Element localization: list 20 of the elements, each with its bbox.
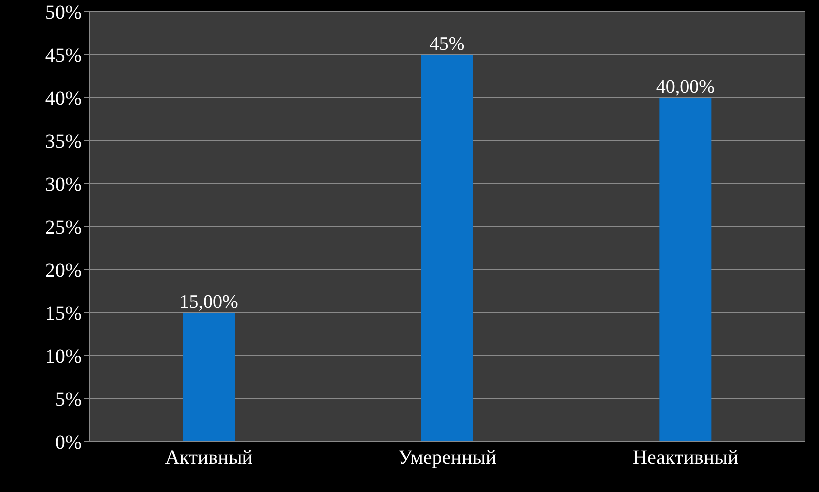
y-tick-label: 0% — [55, 432, 82, 454]
x-tick-label: Неактивный — [633, 447, 739, 470]
x-tick-label: Умеренный — [398, 447, 497, 470]
y-tick-label: 20% — [45, 260, 82, 282]
data-label: 40,00% — [656, 77, 716, 98]
y-tick-label: 40% — [45, 88, 82, 110]
y-tick-label: 30% — [45, 174, 82, 196]
y-tick-label: 10% — [45, 346, 82, 368]
bar — [421, 55, 474, 442]
bar — [183, 313, 235, 442]
y-tick-label: 35% — [45, 131, 82, 154]
y-tick-label: 25% — [45, 217, 82, 240]
y-tick-label: 45% — [45, 45, 82, 68]
y-tick-label: 15% — [45, 303, 82, 326]
y-tick-label: 5% — [55, 389, 82, 412]
x-tick-label: Активный — [165, 447, 254, 470]
bar — [660, 98, 712, 442]
y-tick-label: 50% — [45, 2, 82, 24]
data-label: 15,00% — [180, 292, 238, 313]
data-label: 45% — [430, 34, 465, 55]
